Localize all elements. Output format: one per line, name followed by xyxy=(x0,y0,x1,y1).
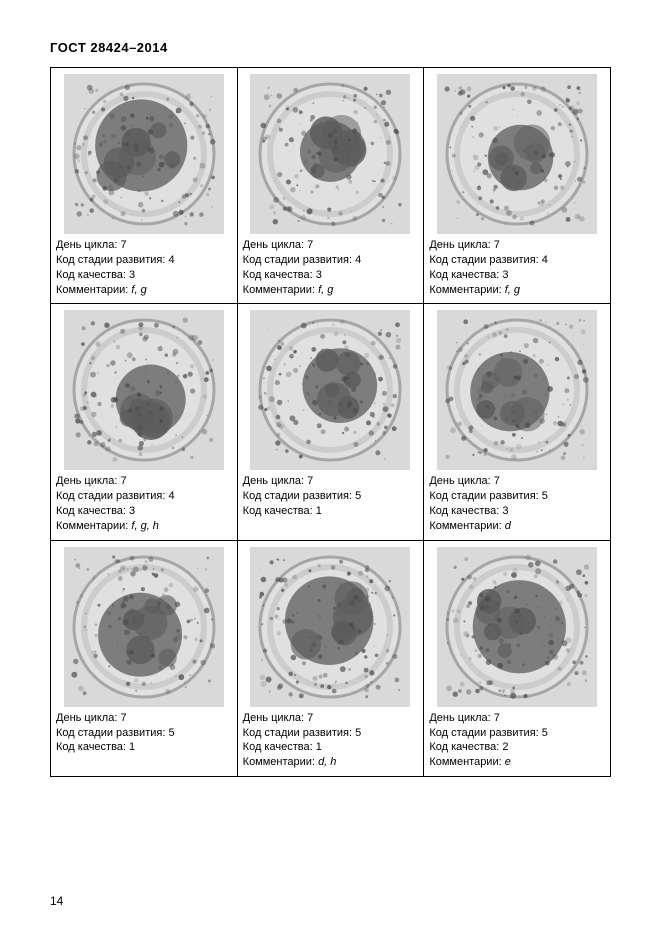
embryo-micrograph xyxy=(64,310,224,470)
embryo-cell: День цикла: 7 Код стадии развития: 4 Код к… xyxy=(424,68,611,304)
caption-label: Код качества: xyxy=(56,269,129,281)
caption-label: День цикла: xyxy=(429,475,493,487)
caption-label: День цикла: xyxy=(56,712,120,724)
caption-label: Код качества: xyxy=(429,269,502,281)
embryo-caption: День цикла: 7 Код стадии развития: 4 Код к… xyxy=(428,238,606,297)
embryo-micrograph xyxy=(64,74,224,234)
embryo-micrograph xyxy=(437,547,597,707)
caption-label: Комментарии: xyxy=(429,520,504,532)
caption-label: Код стадии развития: xyxy=(56,254,168,266)
embryo-micrograph xyxy=(250,310,410,470)
embryo-cell: День цикла: 7 Код стадии развития: 4 Код к… xyxy=(237,68,424,304)
caption-label: Код стадии развития: xyxy=(243,254,355,266)
embryo-cell: День цикла: 7 Код стадии развития: 4 Код к… xyxy=(51,68,238,304)
document-header: ГОСТ 28424–2014 xyxy=(50,40,611,55)
caption-value: 2 xyxy=(502,741,508,753)
embryo-caption: День цикла: 7 Код стадии развития: 4 Код к… xyxy=(55,474,233,533)
caption-value: 1 xyxy=(316,741,322,753)
caption-value: 7 xyxy=(494,712,500,724)
caption-value: 5 xyxy=(355,490,361,502)
caption-label: Комментарии: xyxy=(56,520,131,532)
caption-value: 5 xyxy=(168,727,174,739)
embryo-cell: День цикла: 7 Код стадии развития: 5 Код к… xyxy=(237,304,424,540)
caption-label: Код качества: xyxy=(243,741,316,753)
caption-value: 3 xyxy=(316,269,322,281)
caption-label: День цикла: xyxy=(429,712,493,724)
caption-value: e xyxy=(505,756,511,768)
caption-label: День цикла: xyxy=(243,712,307,724)
caption-label: Код качества: xyxy=(56,741,129,753)
caption-value: 4 xyxy=(168,254,174,266)
caption-value: f, g xyxy=(131,284,146,296)
caption-value: 7 xyxy=(307,239,313,251)
caption-label: День цикла: xyxy=(56,239,120,251)
embryo-caption: День цикла: 7 Код стадии развития: 5 Код к… xyxy=(428,711,606,770)
caption-value: 3 xyxy=(129,269,135,281)
page-number: 14 xyxy=(50,894,63,908)
embryo-cell: День цикла: 7 Код стадии развития: 5 Код к… xyxy=(237,540,424,776)
caption-value: 1 xyxy=(316,505,322,517)
caption-label: Код качества: xyxy=(243,505,316,517)
caption-label: День цикла: xyxy=(56,475,120,487)
caption-value: 7 xyxy=(494,475,500,487)
caption-value: 5 xyxy=(355,727,361,739)
caption-label: Комментарии: xyxy=(429,284,504,296)
caption-label: Код стадии развития: xyxy=(429,727,541,739)
embryo-micrograph xyxy=(250,547,410,707)
caption-label: Комментарии: xyxy=(56,284,131,296)
caption-label: Код качества: xyxy=(429,505,502,517)
caption-value: 4 xyxy=(355,254,361,266)
embryo-micrograph xyxy=(64,547,224,707)
embryo-micrograph xyxy=(437,74,597,234)
caption-label: День цикла: xyxy=(243,475,307,487)
caption-value: 5 xyxy=(542,490,548,502)
embryo-micrograph xyxy=(437,310,597,470)
caption-value: 1 xyxy=(129,741,135,753)
caption-value: d, h xyxy=(318,756,336,768)
caption-label: Комментарии: xyxy=(429,756,504,768)
caption-value: f, g xyxy=(505,284,520,296)
embryo-caption: День цикла: 7 Код стадии развития: 5 Код к… xyxy=(242,474,420,519)
caption-label: Код стадии развития: xyxy=(56,490,168,502)
embryo-cell: День цикла: 7 Код стадии развития: 5 Код к… xyxy=(424,540,611,776)
caption-label: Комментарии: xyxy=(243,284,318,296)
caption-value: 5 xyxy=(542,727,548,739)
caption-label: Код качества: xyxy=(429,741,502,753)
caption-value: 4 xyxy=(168,490,174,502)
caption-label: Комментарии: xyxy=(243,756,318,768)
caption-label: Код стадии развития: xyxy=(429,490,541,502)
caption-label: Код качества: xyxy=(56,505,129,517)
caption-value: 7 xyxy=(120,475,126,487)
embryo-caption: День цикла: 7 Код стадии развития: 5 Код к… xyxy=(242,711,420,770)
embryo-caption: День цикла: 7 Код стадии развития: 5 Код к… xyxy=(428,474,606,533)
caption-label: Код стадии развития: xyxy=(429,254,541,266)
caption-value: 7 xyxy=(120,712,126,724)
caption-value: d xyxy=(505,520,511,532)
caption-value: 7 xyxy=(307,712,313,724)
embryo-grid-table: День цикла: 7 Код стадии развития: 4 Код к… xyxy=(50,67,611,777)
caption-value: 7 xyxy=(307,475,313,487)
caption-label: День цикла: xyxy=(429,239,493,251)
embryo-cell: День цикла: 7 Код стадии развития: 5 Код к… xyxy=(424,304,611,540)
embryo-caption: День цикла: 7 Код стадии развития: 5 Код к… xyxy=(55,711,233,756)
caption-value: f, g xyxy=(318,284,333,296)
caption-label: Код качества: xyxy=(243,269,316,281)
caption-value: 3 xyxy=(502,505,508,517)
embryo-caption: День цикла: 7 Код стадии развития: 4 Код к… xyxy=(55,238,233,297)
caption-value: 3 xyxy=(502,269,508,281)
caption-value: 7 xyxy=(494,239,500,251)
embryo-cell: День цикла: 7 Код стадии развития: 5 Код к… xyxy=(51,540,238,776)
caption-label: Код стадии развития: xyxy=(243,727,355,739)
caption-label: Код стадии развития: xyxy=(243,490,355,502)
caption-label: День цикла: xyxy=(243,239,307,251)
embryo-micrograph xyxy=(250,74,410,234)
caption-value: f, g, h xyxy=(131,520,159,532)
embryo-caption: День цикла: 7 Код стадии развития: 4 Код к… xyxy=(242,238,420,297)
caption-label: Код стадии развития: xyxy=(56,727,168,739)
embryo-cell: День цикла: 7 Код стадии развития: 4 Код к… xyxy=(51,304,238,540)
caption-value: 4 xyxy=(542,254,548,266)
caption-value: 7 xyxy=(120,239,126,251)
caption-value: 3 xyxy=(129,505,135,517)
